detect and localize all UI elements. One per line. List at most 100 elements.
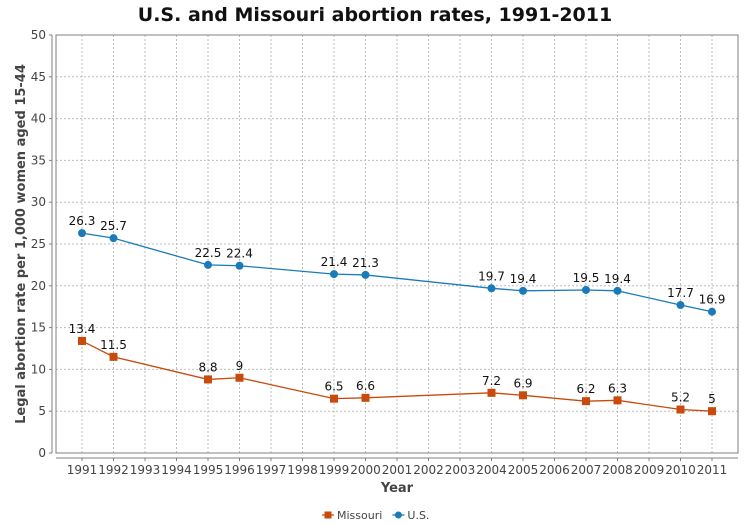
data-label: 19.4 bbox=[604, 272, 631, 286]
x-tick-label: 1993 bbox=[130, 463, 161, 477]
x-tick-label: 2003 bbox=[445, 463, 476, 477]
data-label: 6.5 bbox=[324, 380, 343, 394]
legend-label: U.S. bbox=[407, 509, 429, 522]
legend-marker-square-icon bbox=[324, 511, 332, 519]
data-label: 19.7 bbox=[478, 269, 505, 283]
x-tick-label: 1999 bbox=[319, 463, 350, 477]
x-tick-label: 1991 bbox=[67, 463, 98, 477]
data-label: 5.2 bbox=[671, 391, 690, 405]
data-label: 17.7 bbox=[667, 286, 694, 300]
legend-marker-circle-icon bbox=[394, 511, 402, 519]
series-u-s: 26.3 25.7 22.5 22.4 21.4 21.3 19.7 19.4 19.5 19.4… bbox=[69, 214, 726, 316]
data-point-marker bbox=[204, 260, 212, 269]
y-tick-label: 25 bbox=[31, 237, 46, 251]
x-axis-label: Year bbox=[380, 481, 414, 496]
x-tick-label: 1992 bbox=[98, 463, 129, 477]
x-tick-label: 2007 bbox=[571, 463, 602, 477]
data-point-marker bbox=[235, 261, 244, 270]
data-label: 16.9 bbox=[699, 293, 726, 307]
y-tick-label: 45 bbox=[31, 70, 46, 84]
data-label: 19.5 bbox=[573, 271, 600, 285]
x-tick-label: 2004 bbox=[476, 463, 507, 477]
y-tick-label: 20 bbox=[31, 279, 46, 293]
x-tick-label: 2010 bbox=[665, 463, 696, 477]
data-point-marker bbox=[78, 229, 86, 238]
data-label: 13.4 bbox=[69, 322, 96, 336]
data-label: 26.3 bbox=[69, 214, 96, 228]
data-point-marker bbox=[235, 373, 244, 382]
x-tick-label: 1995 bbox=[193, 463, 224, 477]
data-label: 6.3 bbox=[608, 381, 627, 395]
data-label: 9 bbox=[236, 359, 244, 373]
x-tick-label: 1998 bbox=[287, 463, 318, 477]
data-label: 6.9 bbox=[513, 376, 532, 390]
gridlines bbox=[56, 35, 738, 453]
data-point-marker bbox=[330, 394, 338, 403]
x-tick-label: 1994 bbox=[161, 463, 192, 477]
x-tick-label: 2011 bbox=[697, 463, 728, 477]
data-point-marker bbox=[109, 234, 118, 243]
x-tick-label: 1996 bbox=[224, 463, 255, 477]
y-tick-label: 40 bbox=[31, 112, 46, 126]
legend: Missouri U.S. bbox=[322, 509, 429, 522]
legend-item: Missouri bbox=[322, 509, 382, 522]
data-label: 21.3 bbox=[352, 256, 379, 270]
data-point-marker bbox=[708, 407, 716, 416]
x-tick-label: 2001 bbox=[382, 463, 413, 477]
data-point-marker bbox=[613, 396, 622, 405]
data-point-marker bbox=[582, 285, 590, 294]
data-point-marker bbox=[676, 301, 685, 310]
x-tick-label: 2008 bbox=[602, 463, 633, 477]
data-point-marker bbox=[582, 397, 590, 406]
data-label: 7.2 bbox=[482, 374, 501, 388]
data-label: 8.8 bbox=[198, 360, 217, 374]
data-label: 21.4 bbox=[321, 255, 348, 269]
data-point-marker bbox=[204, 375, 212, 384]
data-point-marker bbox=[330, 270, 338, 279]
data-point-marker bbox=[676, 405, 685, 414]
chart-title: U.S. and Missouri abortion rates, 1991-2… bbox=[138, 4, 612, 26]
data-point-marker bbox=[708, 307, 716, 316]
y-axis-label: Legal abortion rate per 1,000 women aged… bbox=[14, 64, 29, 424]
data-point-marker bbox=[78, 336, 86, 345]
data-label: 6.6 bbox=[356, 379, 375, 393]
data-label: 5 bbox=[708, 392, 716, 406]
data-point-marker bbox=[519, 286, 527, 295]
data-point-marker bbox=[487, 284, 496, 293]
y-tick-label: 15 bbox=[31, 321, 46, 335]
data-point-marker bbox=[519, 391, 527, 400]
y-axis-ticks: 0 5 10 15 20 25 30 35 40 45 50 bbox=[31, 28, 52, 460]
series-missouri: 13.4 11.5 8.8 9 6.5 6.6 7.2 6.9 6.2 6.3 5.2 5 bbox=[69, 322, 716, 416]
data-point-marker bbox=[487, 388, 496, 397]
data-point-marker bbox=[361, 270, 370, 279]
data-label: 6.2 bbox=[576, 382, 595, 396]
series-line bbox=[81, 232, 713, 313]
x-axis-ticks: 1991 1992 1993 1994 1995 1996 1997 1998 1999 2000… bbox=[67, 458, 728, 477]
axes bbox=[51, 35, 738, 459]
x-tick-label: 1997 bbox=[256, 463, 287, 477]
legend-item: U.S. bbox=[392, 509, 429, 522]
x-tick-label: 2000 bbox=[350, 463, 381, 477]
data-label: 22.5 bbox=[195, 246, 222, 260]
series-line bbox=[81, 340, 713, 412]
series: 13.4 11.5 8.8 9 6.5 6.6 7.2 6.9 6.2 6.3 5.2 5 26.3 25… bbox=[69, 214, 726, 416]
data-label: 22.4 bbox=[226, 247, 253, 261]
data-label: 19.4 bbox=[510, 272, 537, 286]
data-label: 11.5 bbox=[100, 338, 127, 352]
y-tick-label: 35 bbox=[31, 153, 46, 167]
x-tick-label: 2006 bbox=[539, 463, 570, 477]
y-tick-label: 50 bbox=[31, 28, 46, 42]
y-tick-label: 0 bbox=[38, 446, 46, 460]
x-tick-label: 2005 bbox=[508, 463, 539, 477]
data-label: 25.7 bbox=[100, 219, 127, 233]
y-tick-label: 10 bbox=[31, 362, 46, 376]
plot-area-frame bbox=[55, 34, 739, 454]
y-tick-label: 30 bbox=[31, 195, 46, 209]
data-point-marker bbox=[361, 393, 370, 402]
y-tick-label: 5 bbox=[38, 404, 46, 418]
data-point-marker bbox=[613, 286, 622, 295]
data-point-marker bbox=[109, 352, 118, 361]
x-tick-label: 2009 bbox=[634, 463, 665, 477]
x-tick-label: 2002 bbox=[413, 463, 444, 477]
